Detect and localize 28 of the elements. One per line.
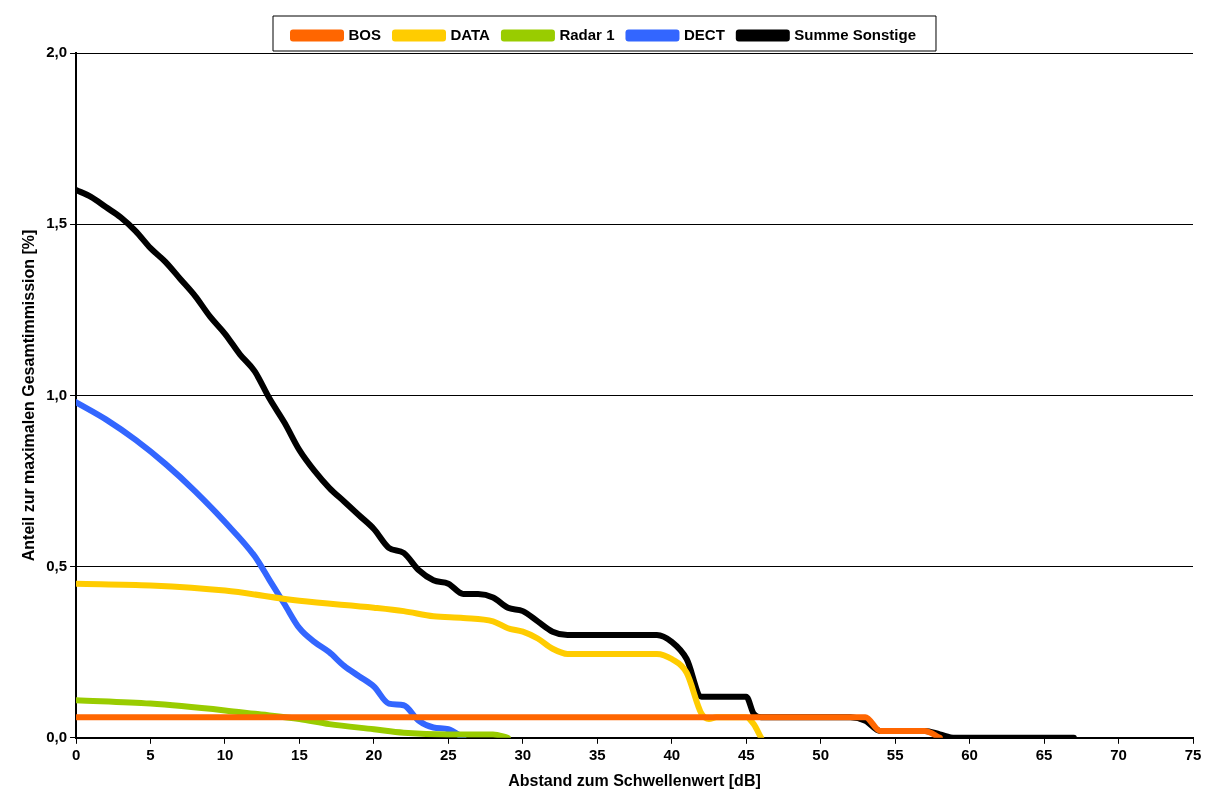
x-tick-label: 60	[961, 745, 978, 763]
y-tick-label: 1,0	[46, 385, 68, 403]
x-tick-label: 5	[146, 745, 155, 763]
x-tick-label: 10	[216, 745, 234, 763]
legend-label: BOS	[348, 25, 382, 43]
x-tick-label: 50	[812, 745, 830, 763]
legend-label: Radar 1	[559, 25, 615, 43]
x-tick-label: 20	[365, 745, 383, 763]
x-tick-label: 25	[440, 745, 457, 763]
y-tick-label: 2,0	[46, 43, 68, 61]
legend-label: Summe Sonstige	[794, 25, 917, 43]
y-tick-label: 0,0	[46, 727, 68, 745]
y-axis-title: Anteil zur maximalen Gesamtimmission [%]	[20, 229, 38, 562]
y-tick-label: 0,5	[46, 556, 68, 574]
legend-label: DECT	[683, 25, 725, 43]
x-tick-label: 30	[514, 745, 532, 763]
x-tick-label: 55	[886, 745, 904, 763]
legend-label: DATA	[450, 25, 491, 43]
x-tick-label: 45	[737, 745, 755, 763]
x-axis-title: Abstand zum Schwellenwert [dB]	[508, 771, 761, 789]
y-tick-label: 1,5	[46, 214, 68, 232]
x-tick-label: 0	[71, 745, 81, 763]
x-tick-label: 40	[663, 745, 681, 763]
x-tick-label: 70	[1110, 745, 1127, 763]
x-tick-label: 35	[588, 745, 606, 763]
x-tick-label: 15	[291, 745, 308, 763]
x-tick-label: 65	[1035, 745, 1053, 763]
x-tick-label: 75	[1184, 745, 1202, 763]
